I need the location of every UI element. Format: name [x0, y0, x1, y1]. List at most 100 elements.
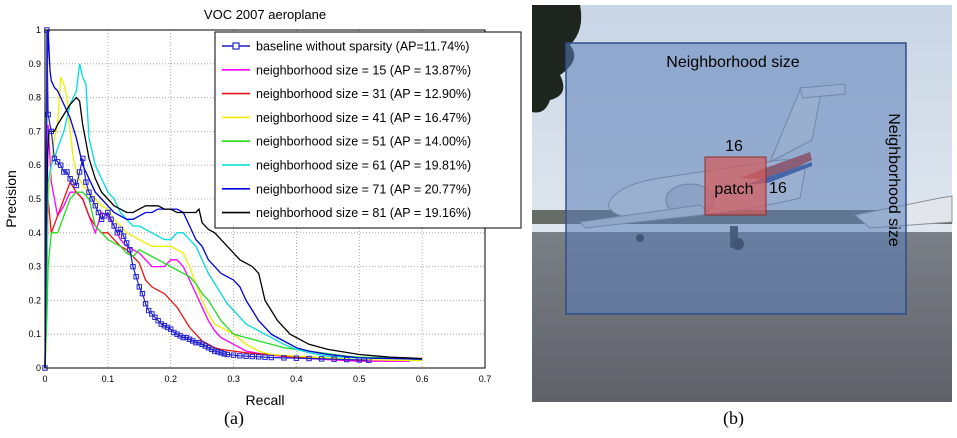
- series-marker: [161, 323, 168, 329]
- series-marker: [193, 339, 199, 346]
- neighborhood-illustration: Neighborhood size Neighborhood size patc…: [532, 5, 953, 402]
- series-marker: [224, 351, 230, 358]
- series-marker: [133, 274, 139, 280]
- series-marker: [158, 321, 164, 327]
- series-marker: [196, 339, 202, 346]
- series-marker: [95, 209, 102, 216]
- series-marker: [70, 179, 76, 185]
- series-marker: [58, 162, 64, 168]
- legend-label: neighborhood size = 71 (AP = 20.77%): [256, 182, 471, 196]
- y-tick-label: 0: [36, 363, 41, 373]
- series-marker: [48, 128, 54, 135]
- legend-label: neighborhood size = 51 (AP = 14.00%): [256, 135, 471, 149]
- y-tick-label: 0.9: [28, 59, 41, 69]
- legend-label: neighborhood size = 31 (AP = 12.90%): [256, 87, 471, 101]
- x-tick-label: 0.3: [227, 374, 240, 384]
- caption-b: (b): [723, 408, 744, 428]
- series-marker: [356, 357, 362, 363]
- series-marker: [139, 290, 146, 297]
- y-tick-label: 0.3: [28, 262, 41, 272]
- series-marker: [331, 356, 337, 362]
- series-marker: [268, 354, 274, 361]
- series-marker: [221, 351, 227, 357]
- series-marker: [205, 345, 212, 351]
- series-marker: [61, 169, 67, 175]
- series-marker: [146, 307, 152, 314]
- series-marker: [136, 284, 142, 290]
- x-tick-labels: 0 0.1 0.2 0.3 0.4 0.5 0.6 0.7: [42, 374, 491, 384]
- legend-label: neighborhood size = 61 (AP = 19.81%): [256, 159, 471, 173]
- series-marker: [218, 350, 224, 356]
- y-tick-label: 1: [36, 25, 41, 35]
- patch-region: [704, 156, 767, 216]
- x-tick-label: 0.2: [164, 374, 177, 384]
- y-tick-labels: 0 0.1 0.2 0.3 0.4 0.5 0.6 0.7 0.8 0.9 1: [28, 25, 41, 373]
- x-tick-label: 0.1: [102, 374, 115, 384]
- tree-silhouette: [532, 5, 582, 113]
- series-marker: [243, 353, 249, 359]
- series-marker: [117, 226, 124, 233]
- series-marker: [111, 223, 117, 229]
- series-marker: [86, 189, 92, 195]
- series-marker: [190, 338, 196, 344]
- series-marker: [318, 356, 325, 362]
- series-marker: [102, 213, 108, 219]
- series-marker: [73, 182, 80, 189]
- series-marker: [83, 179, 89, 185]
- series-line-4: [44, 191, 423, 369]
- series-marker: [183, 334, 190, 341]
- series-marker: [199, 341, 205, 348]
- series-line-7: [44, 96, 423, 369]
- series-marker: [76, 169, 83, 175]
- series-marker: [249, 353, 256, 360]
- legend-marker: [232, 42, 240, 50]
- legend: baseline without sparsity (AP=11.74%) nei…: [214, 31, 522, 229]
- series-marker: [120, 233, 127, 239]
- series-marker: [180, 334, 186, 341]
- y-tick-label: 0.6: [28, 160, 41, 170]
- legend-label: neighborhood size = 81 (AP = 19.16%): [256, 206, 471, 220]
- series-marker: [51, 155, 58, 162]
- series-line-3: [44, 77, 423, 369]
- series-marker: [168, 326, 174, 332]
- series-marker: [174, 331, 180, 337]
- series-marker: [164, 324, 171, 331]
- patch-size-top: 16: [725, 138, 743, 155]
- series-marker: [177, 333, 183, 339]
- series-marker: [108, 216, 114, 222]
- y-tick-label: 0.7: [28, 126, 41, 136]
- series-marker: [92, 203, 98, 209]
- precision-recall-chart: VOC 2007 aeroplane 0 0.1 0.2 0.3 0.4 0.5 0.6 0.…: [3, 7, 522, 408]
- series-marker: [366, 357, 372, 363]
- series-marker: [45, 111, 51, 118]
- series-marker: [89, 196, 95, 202]
- series-marker: [230, 352, 237, 358]
- series-marker: [171, 329, 177, 336]
- legend-label: neighborhood size = 41 (AP = 16.47%): [256, 111, 471, 125]
- series-marker: [124, 240, 130, 246]
- series-marker: [142, 301, 149, 307]
- series-marker: [98, 216, 105, 222]
- chart-title: VOC 2007 aeroplane: [204, 7, 326, 22]
- legend-label: baseline without sparsity (AP=11.74%): [256, 40, 469, 54]
- y-tick-label: 0.4: [28, 228, 41, 238]
- y-tick-label: 0.5: [28, 194, 41, 204]
- neighborhood-size-label-right: Neighborhood size: [885, 113, 902, 247]
- series-marker: [306, 355, 312, 362]
- series-marker: [54, 159, 61, 165]
- neighborhood-size-label-top: Neighborhood size: [666, 54, 800, 71]
- series-marker: [114, 230, 120, 236]
- patch-label: patch: [714, 181, 753, 198]
- series-marker: [67, 176, 73, 182]
- series-marker: [149, 311, 155, 317]
- series-marker: [344, 356, 350, 363]
- x-tick-label: 0.7: [479, 374, 492, 384]
- series-line-5: [44, 63, 423, 369]
- series-marker: [127, 247, 133, 253]
- series-marker: [64, 169, 70, 175]
- series-marker: [155, 317, 161, 324]
- series-marker: [130, 263, 136, 270]
- series-marker: [80, 155, 86, 162]
- series-marker: [208, 346, 215, 353]
- series-marker: [186, 336, 193, 342]
